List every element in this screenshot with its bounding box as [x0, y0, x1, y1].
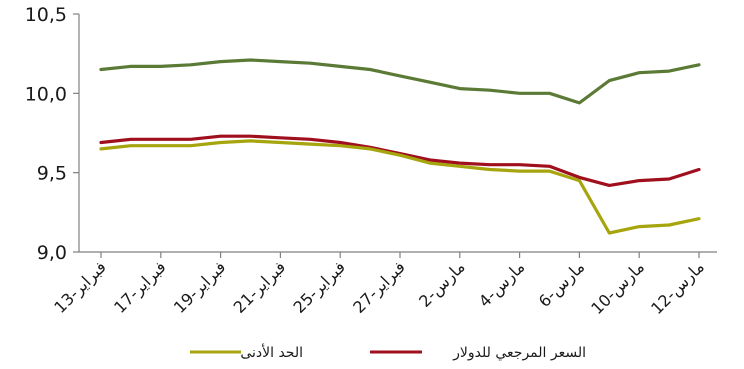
y-axis: 10,5 10,0 9,5 9,0: [25, 4, 80, 264]
x-tick-label: 12-مارس: [647, 257, 708, 318]
x-tick-label: 13-فبراير: [50, 257, 110, 317]
x-tick-label: 2-مارس: [415, 257, 469, 311]
series-line-reference: [99, 134, 701, 187]
y-tick-label: 10,0: [25, 83, 67, 105]
series-lines: [99, 58, 701, 235]
y-tick-label: 9,0: [37, 242, 67, 264]
x-tick-label: 6-مارس: [535, 257, 589, 311]
legend-label-min: الحد الأدنى: [240, 343, 303, 361]
x-tick-label: 19-فبراير: [170, 257, 230, 317]
x-tick-label: 25-فبراير: [290, 257, 350, 317]
y-tick-label: 9,5: [37, 163, 67, 185]
y-tick-label: 10,5: [25, 4, 67, 26]
x-tick-label: 27-فبراير: [349, 257, 409, 317]
series-line-minimum: [99, 139, 701, 235]
legend-label-ref: السعر المرجعي للدولار: [452, 345, 586, 361]
x-tick-label: 21-فبراير: [230, 257, 290, 317]
legend: الحد الأدنى السعر المرجعي للدولار: [190, 343, 586, 361]
x-tick-label: 17-فبراير: [110, 257, 170, 317]
series-line-upper: [99, 58, 701, 105]
x-tick-label: 4-مارس: [475, 257, 529, 311]
x-tick-label: 10-مارس: [587, 257, 648, 318]
x-axis: 13-فبراير17-فبراير19-فبراير21-فبراير25-ف…: [50, 251, 717, 319]
